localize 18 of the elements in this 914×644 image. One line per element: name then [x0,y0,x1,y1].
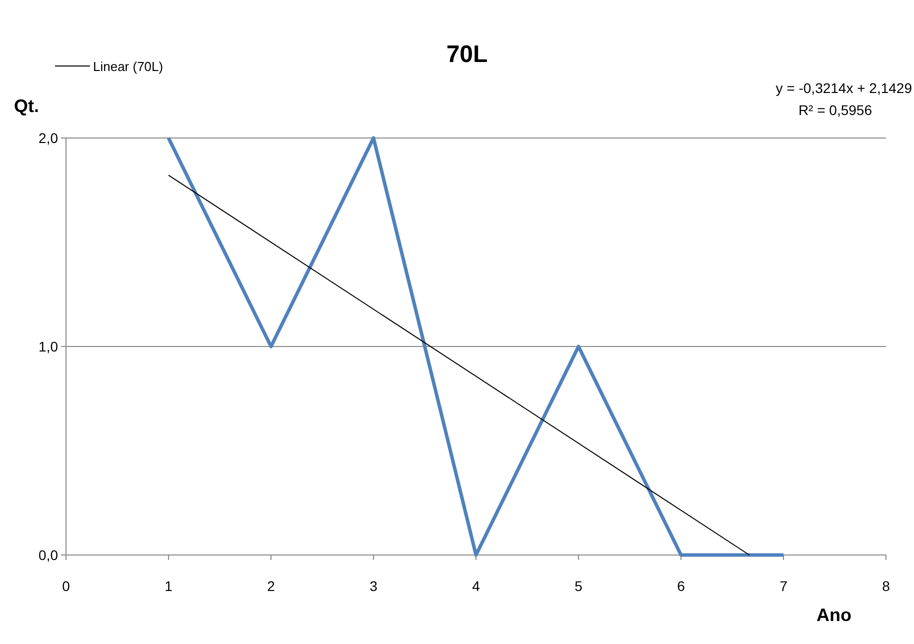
y-tick-label: 1,0 [38,338,58,354]
x-tick-label: 7 [780,578,788,594]
y-axis-title: Qt. [14,96,39,116]
x-axis-title: Ano [816,605,852,625]
x-tick-label: 0 [62,578,70,594]
y-tick-label: 0,0 [38,547,58,563]
chart-title: 70L [446,41,488,68]
x-tick-label: 6 [677,578,686,594]
x-tick-label: 3 [370,578,378,594]
text: y = -0,3214x + 2,1429 [776,80,912,96]
text: R² = 0,5956 [798,102,872,118]
legend-label: Linear (70L) [93,59,164,74]
x-tick-label: 2 [267,578,276,594]
y-tick-label: 2,0 [38,130,58,146]
x-tick-label: 1 [164,578,173,594]
x-tick-label: 8 [882,578,890,594]
x-tick-label: 4 [472,578,480,594]
x-tick-label: 5 [574,578,583,594]
